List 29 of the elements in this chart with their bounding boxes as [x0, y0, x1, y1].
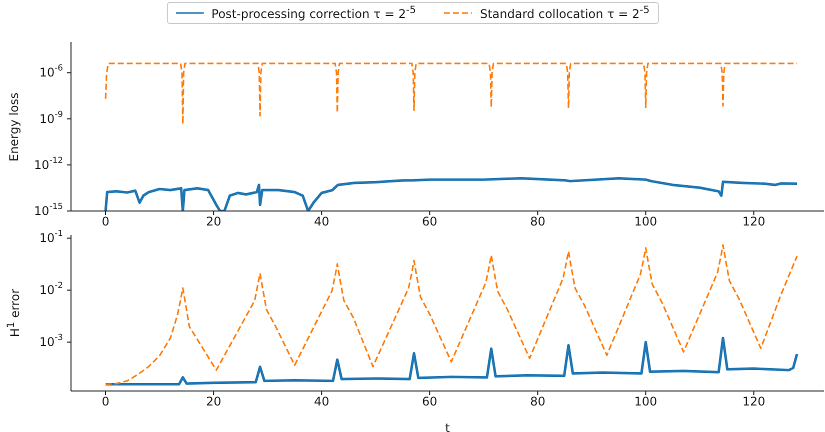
y-tick-label: 10$^{-12}$: [34, 154, 63, 172]
x-tick-label: 20: [206, 214, 222, 229]
y-tick-label: 10$^{-2}$: [39, 280, 63, 298]
x-tick-label: 120: [742, 394, 766, 409]
x-tick-label: 60: [422, 214, 438, 229]
y-tick-label: 10$^{-3}$: [39, 332, 63, 350]
x-axis-title: t: [445, 421, 450, 432]
y-tick-label: 10$^{-15}$: [34, 201, 63, 218]
y-tick-label: 10$^{-1}$: [39, 228, 63, 246]
line-series: [104, 336, 798, 386]
legend-label: Standard collocation τ = 2$^{-5}$: [480, 5, 650, 21]
y-tick-label: 10$^{-9}$: [39, 108, 63, 126]
x-tick-label: 20: [206, 394, 222, 409]
x-tick-label: 80: [530, 394, 546, 409]
line-series: [104, 244, 798, 386]
y-axis-title: Energy loss: [7, 92, 21, 162]
x-tick-label: 40: [314, 214, 330, 229]
x-tick-label: 80: [530, 214, 546, 229]
y-tick-label: 10$^{-6}$: [39, 62, 63, 80]
x-tick-label: 40: [314, 394, 330, 409]
x-tick-label: 100: [634, 214, 658, 229]
legend-label: Post-processing correction τ = 2$^{-5}$: [211, 5, 416, 21]
x-tick-label: 120: [742, 214, 766, 229]
x-tick-label: 100: [634, 394, 658, 409]
x-tick-label: 60: [422, 394, 438, 409]
x-tick-label: 0: [102, 394, 110, 409]
x-tick-label: 0: [102, 214, 110, 229]
line-series: [104, 62, 798, 125]
line-series: [104, 176, 798, 211]
